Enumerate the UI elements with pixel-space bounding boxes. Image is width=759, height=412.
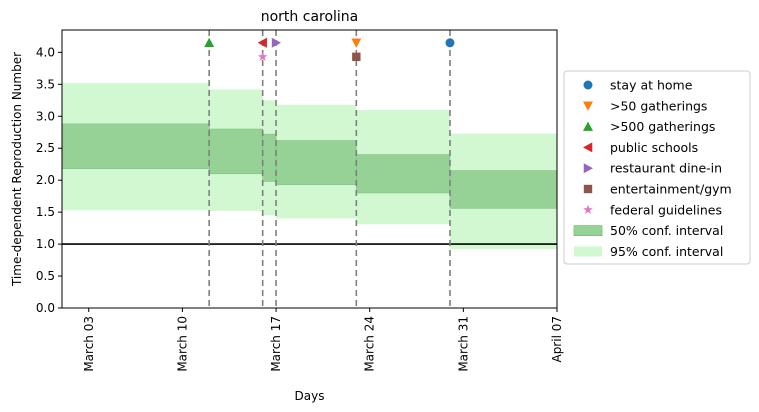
legend-label-ci95: 95% conf. interval <box>610 244 723 259</box>
legend-marker-1 <box>583 101 593 111</box>
x-axis-label: Days <box>295 389 325 403</box>
ci50-band-0 <box>61 123 210 169</box>
intervention-lines <box>208 30 451 308</box>
legend-label-6: federal guidelines <box>610 202 722 217</box>
marker-2 <box>204 37 215 48</box>
legend-swatch-ci95 <box>574 246 602 257</box>
marker-1 <box>351 38 362 48</box>
y-tick-label-8: 4.0 <box>36 45 55 59</box>
legend-label-0: stay at home <box>610 78 693 93</box>
marker-0 <box>445 38 455 48</box>
y-tick-label-4: 2.0 <box>36 173 55 187</box>
legend-label-1: >50 gatherings <box>610 98 707 113</box>
x-tick-label-0: March 03 <box>82 316 96 372</box>
x-tick-label-3: March 24 <box>363 316 377 372</box>
legend-swatch-ci50 <box>573 225 603 237</box>
y-tick-label-1: 0.5 <box>36 269 55 283</box>
plot-frame <box>61 29 558 309</box>
marker-6 <box>257 51 268 61</box>
legend-label-3: public schools <box>610 140 698 155</box>
legend-marker-4 <box>583 163 593 174</box>
y-tick-label-2: 1.0 <box>36 237 55 251</box>
marker-5 <box>352 52 361 62</box>
legend-marker-0 <box>583 80 593 90</box>
legend-label-4: restaurant dine-in <box>610 161 722 176</box>
legend: stay at home >50 gatherings >500 gathering… <box>563 70 751 265</box>
legend-label-5: entertainment/gym <box>610 182 732 197</box>
y-tick-label-0: 0.0 <box>36 301 55 315</box>
y-tick-label-5: 2.5 <box>36 141 55 155</box>
x-tick-label-5: April 07 <box>550 316 564 363</box>
x-tick-label-1: March 10 <box>175 316 189 372</box>
y-tick-label-3: 1.5 <box>36 205 55 219</box>
x-tick-label-4: March 31 <box>456 316 470 372</box>
x-axis-ticks: March 03 March 10 March 17 March 24 March 31… <box>82 308 564 372</box>
legend-label-ci50: 50% conf. interval <box>610 223 723 238</box>
legend-marker-2 <box>583 121 593 131</box>
ci50-band-1 <box>208 128 263 175</box>
ci50-band-4 <box>356 154 451 194</box>
confidence-bands <box>61 83 558 250</box>
chart-title: north carolina <box>261 9 359 25</box>
marker-3 <box>257 37 267 48</box>
ci50-band-3 <box>275 140 357 185</box>
ci50-band-2 <box>262 133 277 182</box>
y-tick-label-6: 3.0 <box>36 109 55 123</box>
marker-4 <box>271 37 282 48</box>
y-axis-ticks: 0.0 0.5 1.0 1.5 2.0 2.5 3.0 3.5 4.0 <box>36 45 62 315</box>
legend-label-2: >500 gatherings <box>610 119 715 134</box>
y-tick-label-7: 3.5 <box>36 77 55 91</box>
legend-marker-3 <box>583 142 593 153</box>
legend-marker-5 <box>583 184 593 194</box>
ci50-band-5 <box>449 170 558 209</box>
intervention-markers <box>204 37 455 62</box>
y-axis-label: Time-dependent Reproduction Number <box>10 52 24 287</box>
x-tick-label-2: March 17 <box>269 316 283 372</box>
legend-box <box>563 70 751 265</box>
legend-marker-6 <box>583 204 593 214</box>
